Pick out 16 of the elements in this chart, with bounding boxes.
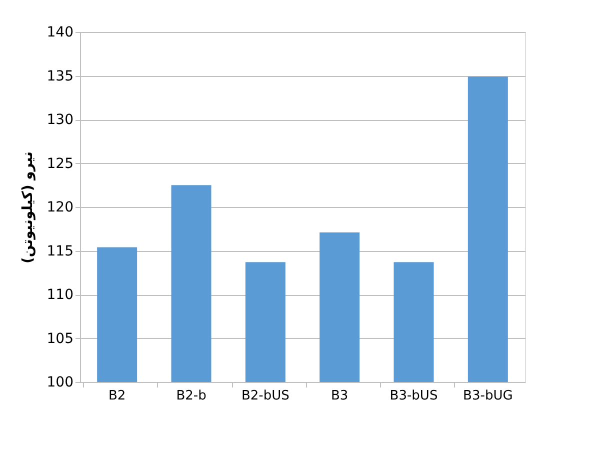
- y-tick-label: 100: [46, 374, 74, 390]
- y-tick-label: 140: [46, 24, 74, 40]
- y-tick-label: 135: [46, 68, 74, 84]
- y-tick-label: 120: [46, 200, 74, 216]
- y-axis-title: نیرو (کیلونیوتن): [20, 151, 36, 264]
- x-tick-label: B2-bUS: [241, 388, 290, 404]
- x-tick-label: B2-b: [176, 388, 206, 404]
- y-tick-label: 130: [46, 112, 74, 128]
- x-tick-label: B2: [108, 388, 126, 404]
- y-tick-label: 105: [46, 330, 74, 347]
- x-tick-label: B3-bUG: [463, 388, 513, 404]
- x-tick-label: B3-bUS: [390, 388, 438, 404]
- y-tick-label: 115: [46, 243, 74, 260]
- y-tick-label: 110: [46, 287, 74, 303]
- x-tick-label: B3: [330, 388, 348, 404]
- y-tick-label: 125: [46, 156, 74, 172]
